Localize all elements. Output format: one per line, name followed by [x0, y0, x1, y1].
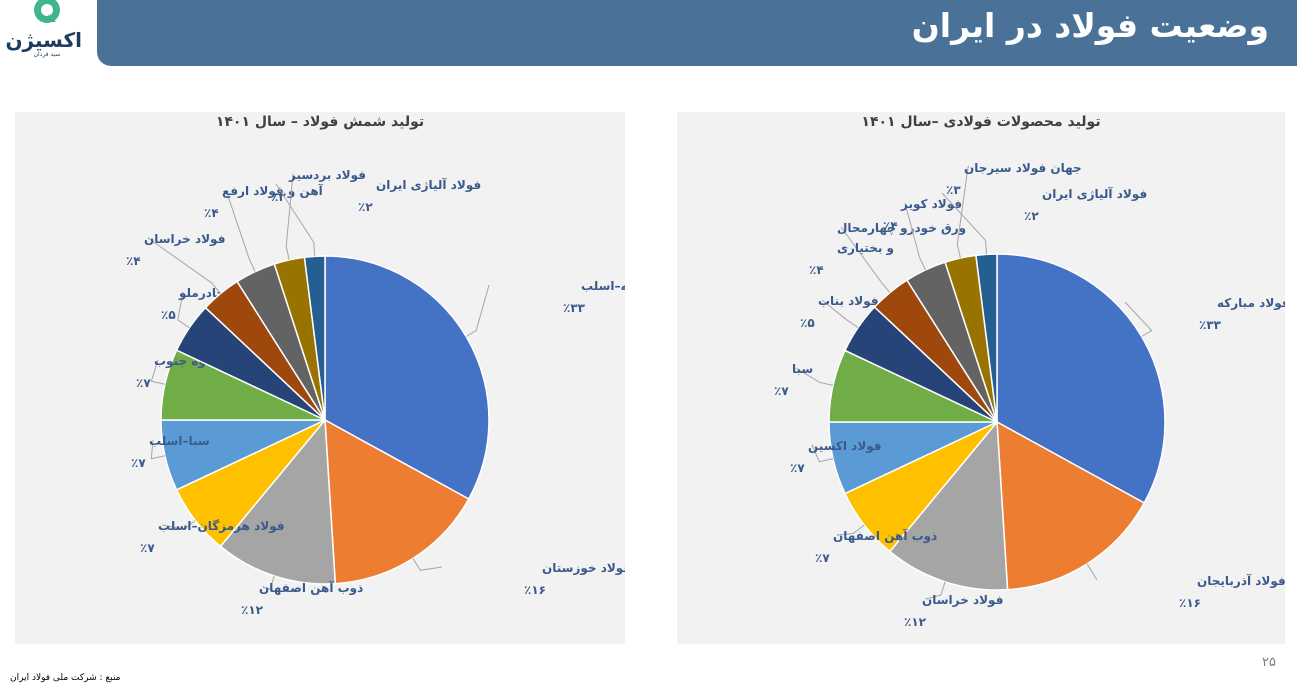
slice-percent-label: ٪۱۶: [1179, 596, 1201, 610]
leader-line: [412, 558, 443, 571]
slice-percent-label: ٪۱۲: [904, 615, 927, 629]
pie-slice: [303, 255, 326, 421]
slice-label-kavir: فولاد کویر: [900, 197, 962, 212]
leader-line: [925, 581, 946, 600]
pie-chart-steel-products: فولاد مبارکه ٪۳۳ فولاد آذربایجان ٪۱۶ فولاد خ…: [774, 161, 1285, 629]
leader-line: [262, 575, 275, 590]
slice-percent-label: ٪۴: [126, 254, 141, 268]
pie-slice: [219, 418, 337, 585]
page-title: وضعیت فولاد در ایران: [911, 6, 1269, 45]
leader-line: [956, 166, 969, 259]
pie-slice: [324, 418, 470, 585]
slice-label-arfa: آهن و فولاد ارفع: [222, 183, 324, 199]
slice-percent-label: ٪۷: [140, 541, 155, 555]
slice-label-khorasan: فولاد خراسان: [922, 593, 1003, 608]
leader-line: [150, 439, 166, 460]
leader-line: [795, 367, 834, 386]
slice-percent-label: ٪۴: [204, 206, 219, 220]
slice-percent-label: ٪۱۶: [524, 583, 546, 597]
slice-label-alloy-steel: فولاد آلیاژی ایران: [376, 177, 481, 193]
chart-panel-steel-ingot: تولید شمش فولاد – سال ۱۴۰۱ فولاد مبارکه–…: [15, 112, 625, 644]
slice-label-saba: سبا: [792, 362, 813, 376]
leader-line: [285, 173, 294, 261]
slice-percent-label: ٪۳: [946, 183, 961, 197]
slice-percent-label: ٪۷: [131, 456, 146, 470]
slice-percent-label: ٪۴: [883, 219, 898, 233]
pie-slice: [888, 420, 1009, 591]
leader-line: [177, 291, 190, 329]
leader-line: [904, 202, 926, 271]
leader-line: [821, 299, 859, 329]
slice-percent-label: ٪۵: [800, 316, 815, 330]
logo-text: اکسیژن: [5, 28, 82, 52]
slice-label-mobarakeh-slab: فولاد مبارکه–اسلب: [581, 279, 625, 294]
slice-label-zob-ahan-isfahan: ذوب آهن اصفهان: [259, 580, 363, 596]
leader-line: [225, 189, 256, 272]
slice-label-sirjan: جهان فولاد سیرجان: [964, 161, 1082, 176]
pie-slice: [324, 255, 490, 501]
company-logo: اکسیژن سید فردان: [4, 0, 94, 62]
pie-slice: [996, 253, 1166, 504]
logo-mark-icon: [34, 0, 60, 23]
logo-subtext: سید فردان: [33, 51, 61, 58]
slice-percent-label: ٪۳۳: [563, 301, 586, 315]
slice-label-chaharmahal-sheet: ورق خودرو چهارمحال: [837, 221, 966, 236]
slice-label-bonab: فولاد بناب: [818, 294, 879, 309]
leader-line: [941, 192, 987, 255]
leader-line: [161, 520, 196, 530]
slice-percent-label: ٪۵: [161, 308, 176, 322]
page-number: ۲۵: [1262, 655, 1276, 670]
leader-line: [840, 226, 891, 293]
slice-percent-label: ٪۲: [358, 200, 373, 214]
slice-label-chaharmahal-sheet: و بختیاری: [837, 241, 894, 256]
leader-line: [1086, 563, 1098, 581]
leader-line: [465, 284, 490, 337]
chart-panel-steel-products: تولید محصولات فولادی –سال ۱۴۰۱ فولاد مبا…: [677, 112, 1285, 644]
source-note: منبع : شرکت ملی فولاد ایران: [10, 673, 121, 683]
leader-line: [836, 524, 865, 536]
slice-label-mobarakeh: فولاد مبارکه: [1217, 296, 1285, 311]
slice-label-oxin: فولاد اکسین: [808, 439, 882, 454]
slice-label-khorasan: فولاد خراسان: [144, 232, 225, 247]
slice-label-bardsir: فولاد بردسیر: [288, 168, 366, 183]
pie-slice: [975, 253, 998, 423]
slice-label-saba-slab: سبا–اسلب: [149, 434, 210, 448]
slice-label-azarbaijan: فولاد آذربایجان: [1197, 573, 1285, 589]
chart-title: تولید شمش فولاد – سال ۱۴۰۱: [215, 114, 425, 130]
slice-label-hormozgan-slab: فولاد هرمزگان–اسلب: [158, 519, 285, 534]
chart-title: تولید محصولات فولادی –سال ۱۴۰۱: [861, 114, 1101, 130]
header-bar: وضعیت فولاد در ایران: [97, 0, 1297, 66]
leader-line: [150, 359, 166, 385]
slice-percent-label: ٪۳۳: [1199, 318, 1222, 332]
slice-percent-label: ٪۷: [790, 461, 805, 475]
leader-line: [1124, 301, 1153, 337]
slice-percent-label: ٪۷: [774, 384, 789, 398]
slice-percent-label: ٪۱۲: [241, 603, 264, 617]
slice-label-alloy-steel: فولاد آلیاژی ایران: [1042, 186, 1147, 202]
leader-line: [275, 183, 316, 257]
slice-label-khuzestan: فولاد خوزستان: [542, 561, 625, 576]
slice-percent-label: ٪۴: [809, 263, 824, 277]
slice-percent-label: ٪۷: [815, 551, 830, 565]
leader-line: [811, 444, 834, 463]
pie-chart-steel-ingot: فولاد مبارکه–اسلب ٪۳۳ فولاد خوزستان ٪۱۶ ذوب …: [126, 168, 625, 617]
slice-label-zob-ahan-isfahan: ذوب آهن اصفهان: [833, 528, 937, 544]
leader-line: [147, 237, 221, 294]
slice-percent-label: ٪۷: [136, 376, 151, 390]
slice-percent-label: ٪۲: [1024, 209, 1039, 223]
